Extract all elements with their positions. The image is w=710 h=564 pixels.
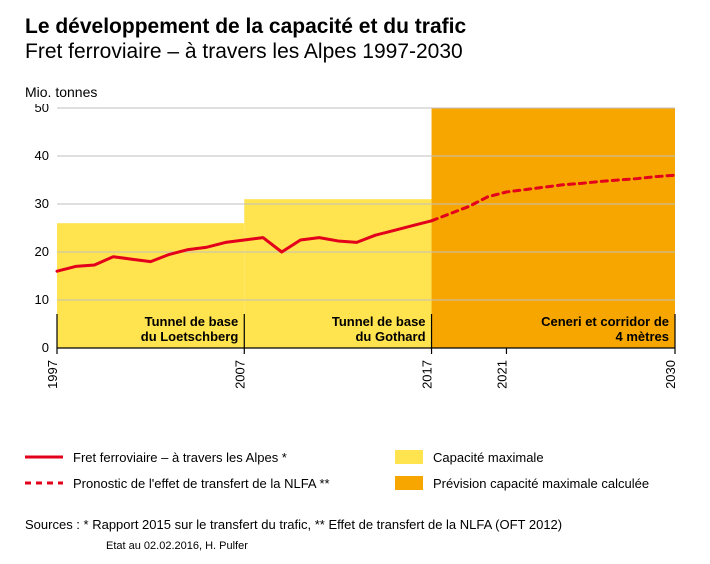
- credit-text: Etat au 02.02.2016, H. Pulfer: [106, 540, 248, 552]
- svg-text:2017: 2017: [420, 360, 435, 389]
- legend-swatch-dark-area: [395, 476, 423, 490]
- legend-col-left: Fret ferroviaire – à travers les Alpes *…: [25, 448, 395, 492]
- legend-swatch-dashed-line: [25, 476, 63, 490]
- svg-text:50: 50: [35, 104, 49, 115]
- svg-text:du Loetschberg: du Loetschberg: [141, 329, 239, 344]
- legend-item-dark-area: Prévision capacité maximale calculée: [395, 474, 685, 492]
- svg-text:du Gothard: du Gothard: [355, 329, 425, 344]
- legend-label: Prévision capacité maximale calculée: [433, 476, 649, 491]
- chart-title: Le développement de la capacité et du tr…: [25, 14, 466, 39]
- svg-text:2021: 2021: [494, 360, 509, 389]
- svg-text:Tunnel de base: Tunnel de base: [145, 314, 239, 329]
- svg-text:Ceneri et corridor de: Ceneri et corridor de: [541, 314, 669, 329]
- chart-svg: Tunnel de basedu LoetschbergTunnel de ba…: [25, 104, 685, 424]
- legend-item-dashed-line: Pronostic de l'effet de transfert de la …: [25, 474, 395, 492]
- legend: Fret ferroviaire – à travers les Alpes *…: [25, 448, 685, 492]
- chart-subtitle: Fret ferroviaire – à travers les Alpes 1…: [25, 39, 466, 64]
- page: Le développement de la capacité et du tr…: [0, 0, 710, 564]
- legend-item-solid-line: Fret ferroviaire – à travers les Alpes *: [25, 448, 395, 466]
- legend-label: Capacité maximale: [433, 450, 544, 465]
- svg-text:Tunnel de base: Tunnel de base: [332, 314, 426, 329]
- header: Le développement de la capacité et du tr…: [25, 14, 466, 64]
- legend-label: Pronostic de l'effet de transfert de la …: [73, 476, 330, 491]
- sources-text: Sources : * Rapport 2015 sur le transfer…: [25, 517, 562, 532]
- y-axis-label: Mio. tonnes: [25, 84, 97, 100]
- svg-text:10: 10: [35, 292, 49, 307]
- legend-swatch-solid-line: [25, 450, 63, 464]
- svg-text:0: 0: [42, 340, 49, 355]
- legend-item-light-area: Capacité maximale: [395, 448, 685, 466]
- svg-text:40: 40: [35, 148, 49, 163]
- legend-swatch-light-area: [395, 450, 423, 464]
- legend-col-right: Capacité maximale Prévision capacité max…: [395, 448, 685, 492]
- svg-text:1997: 1997: [45, 360, 60, 389]
- chart-area: Tunnel de basedu LoetschbergTunnel de ba…: [25, 104, 685, 384]
- svg-text:30: 30: [35, 196, 49, 211]
- svg-text:4 mètres: 4 mètres: [616, 329, 669, 344]
- legend-label: Fret ferroviaire – à travers les Alpes *: [73, 450, 287, 465]
- svg-text:2030: 2030: [663, 360, 678, 389]
- svg-text:2007: 2007: [232, 360, 247, 389]
- svg-text:20: 20: [35, 244, 49, 259]
